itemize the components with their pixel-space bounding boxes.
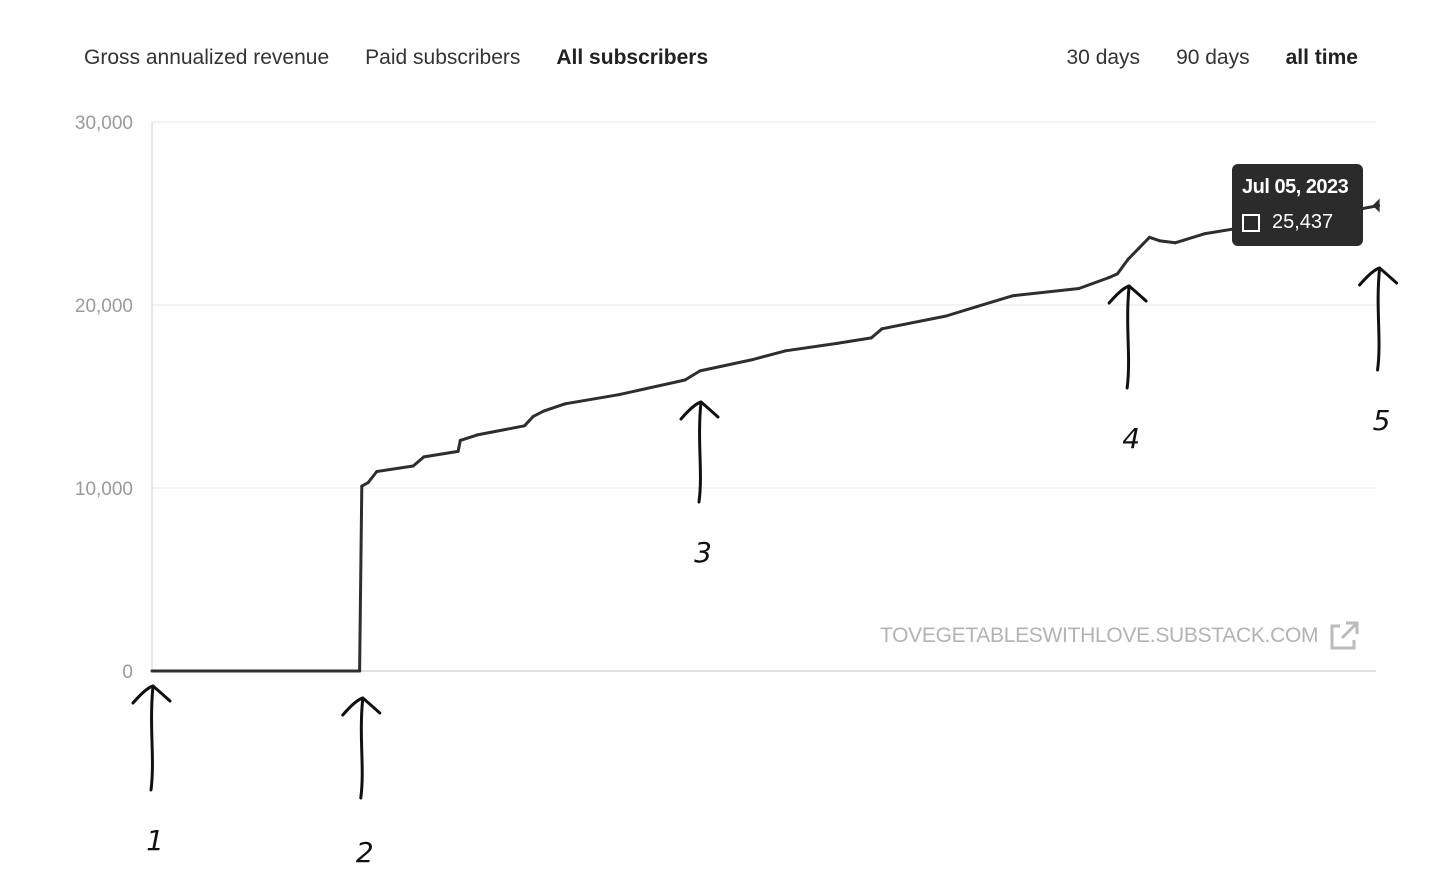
data-point xyxy=(698,369,702,373)
range-tabs: 30 days 90 days all time xyxy=(1067,46,1359,70)
data-point xyxy=(880,327,884,331)
data-point xyxy=(360,484,364,488)
annotation-arrow xyxy=(359,696,365,800)
data-point xyxy=(974,305,978,309)
data-point xyxy=(1126,257,1130,261)
annotation-arrowhead xyxy=(679,400,720,421)
tooltip-row: 25,437 xyxy=(1242,211,1333,234)
data-point xyxy=(1077,287,1081,291)
data-point xyxy=(522,424,526,428)
data-point xyxy=(366,481,370,485)
annotation-number: 1 xyxy=(146,824,164,857)
tab-90-days[interactable]: 90 days xyxy=(1176,46,1250,69)
annotation-arrowhead xyxy=(1107,284,1148,305)
y-tick-label: 30,000 xyxy=(75,113,133,134)
data-point xyxy=(617,393,621,397)
data-point xyxy=(1158,239,1162,243)
annotation-number: 2 xyxy=(356,836,374,869)
data-point xyxy=(1011,294,1015,298)
data-point xyxy=(422,455,426,459)
hover-marker xyxy=(1372,198,1380,213)
data-point xyxy=(944,314,948,318)
y-tick-label: 0 xyxy=(122,662,133,683)
data-point xyxy=(1173,241,1177,245)
tab-all-time[interactable]: all time xyxy=(1285,46,1358,69)
data-point xyxy=(475,433,479,437)
metric-tabs: Gross annualized revenue Paid subscriber… xyxy=(84,46,708,70)
tooltip-swatch-icon xyxy=(1242,213,1260,232)
tooltip-date: Jul 05, 2023 xyxy=(1242,176,1349,198)
data-point xyxy=(150,669,154,673)
data-point xyxy=(1137,246,1141,250)
data-point xyxy=(411,464,415,468)
data-point xyxy=(458,438,462,442)
watermark-text: TOVEGETABLESWITHLOVE.SUBSTACK.COM xyxy=(880,624,1319,647)
tab-all-subscribers[interactable]: All subscribers xyxy=(556,46,709,69)
annotation-arrow xyxy=(697,400,703,504)
data-point xyxy=(542,409,546,413)
data-point xyxy=(563,402,567,406)
annotation-arrow xyxy=(1125,284,1131,390)
y-tick-label: 20,000 xyxy=(75,296,133,317)
data-point xyxy=(375,470,379,474)
data-point xyxy=(749,358,753,362)
data-point xyxy=(456,449,460,453)
tab-paid-subscribers[interactable]: Paid subscribers xyxy=(365,46,521,69)
y-tick-label: 10,000 xyxy=(75,479,133,500)
chart-tooltip: Jul 05, 2023 25,437 xyxy=(1232,164,1363,246)
data-point xyxy=(1203,232,1207,236)
data-point xyxy=(1115,272,1119,276)
data-point xyxy=(1148,235,1152,239)
annotation-arrowhead xyxy=(341,696,382,717)
annotation-arrowhead xyxy=(1358,266,1399,287)
data-point xyxy=(683,378,687,382)
annotation-number: 5 xyxy=(1373,404,1391,437)
annotation-number: 3 xyxy=(694,536,712,569)
data-point xyxy=(784,349,788,353)
annotation-arrowhead xyxy=(131,684,172,705)
annotation-number: 4 xyxy=(1122,422,1140,455)
data-point xyxy=(1107,276,1111,280)
subscribers-series-line xyxy=(152,204,1379,673)
tab-gross-annualized-revenue[interactable]: Gross annualized revenue xyxy=(84,46,330,69)
data-point xyxy=(869,336,873,340)
tooltip-value: 25,437 xyxy=(1272,211,1334,233)
external-link-icon[interactable] xyxy=(1326,618,1362,654)
tab-30-days[interactable]: 30 days xyxy=(1066,46,1141,69)
data-point xyxy=(835,341,839,345)
annotation-arrow xyxy=(1376,266,1382,372)
data-point xyxy=(358,669,362,673)
substack-watermark[interactable]: TOVEGETABLESWITHLOVE.SUBSTACK.COM xyxy=(880,618,1362,654)
data-point xyxy=(531,415,535,419)
annotation-arrow xyxy=(149,684,155,792)
